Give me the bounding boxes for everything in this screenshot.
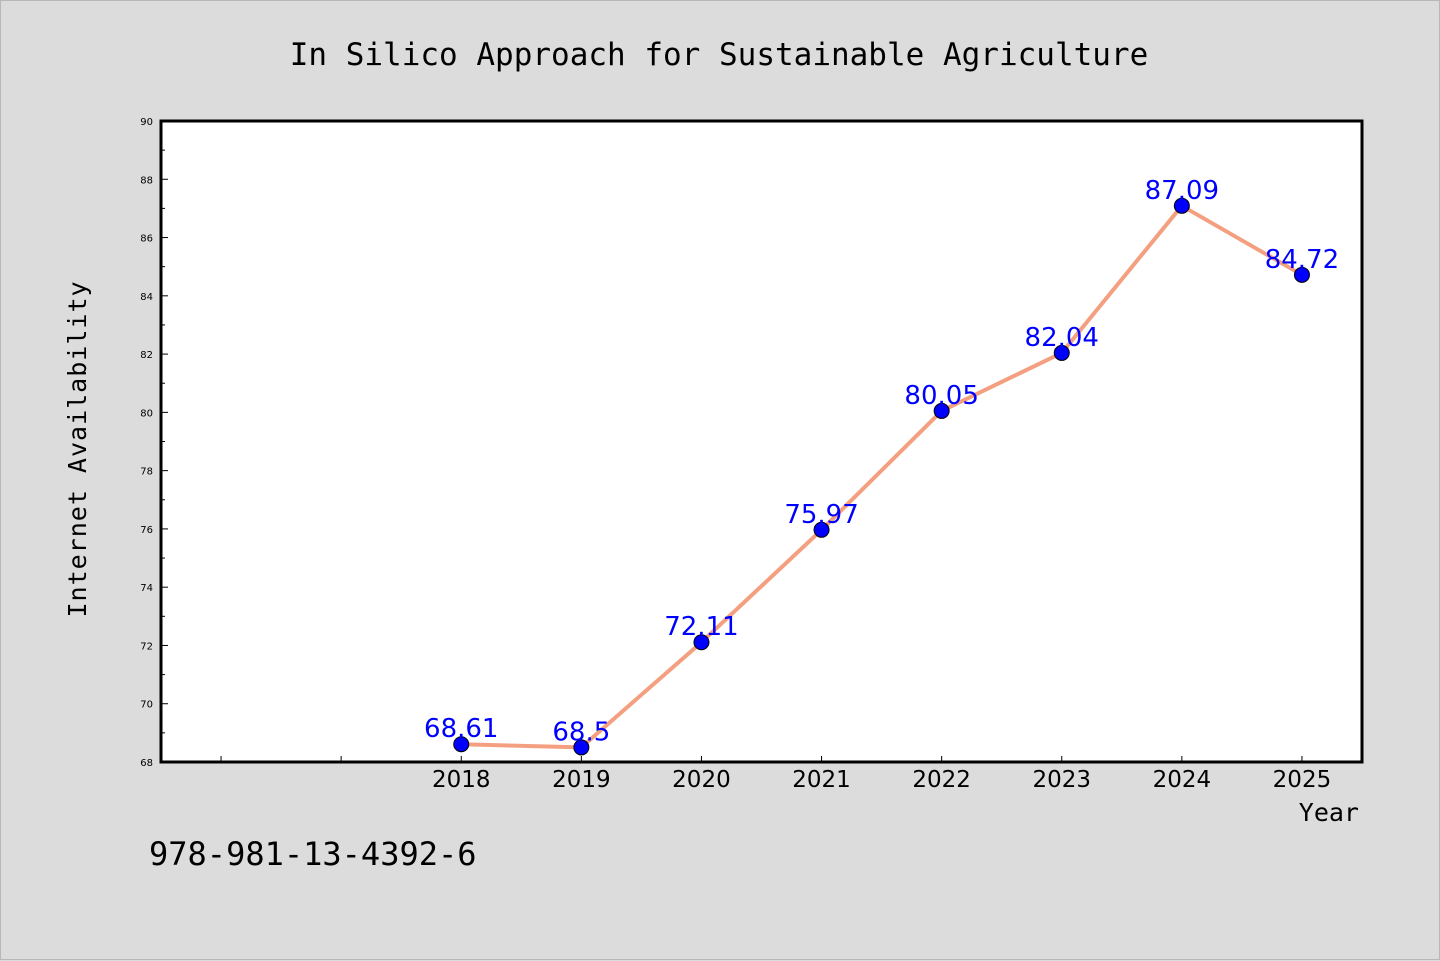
- y-tick-label: 82: [140, 350, 153, 361]
- data-label: 75.97: [784, 500, 858, 530]
- y-tick-label: 72: [140, 641, 153, 652]
- y-tick-label: 90: [140, 117, 153, 128]
- x-tick-label: 2024: [1153, 767, 1212, 793]
- data-point: [1173, 197, 1190, 214]
- data-label: 82.04: [1025, 323, 1099, 353]
- isbn-text: 978-981-13-4392-6: [149, 835, 477, 873]
- data-label: 68.61: [424, 714, 498, 744]
- data-point: [813, 521, 830, 538]
- x-tick-label: 2023: [1032, 767, 1091, 793]
- y-tick-label: 76: [140, 525, 153, 536]
- y-tick-label: 80: [140, 408, 153, 419]
- y-tick-label: 70: [140, 700, 153, 711]
- data-point: [1293, 266, 1310, 283]
- x-tick-label: 2019: [552, 767, 611, 793]
- y-tick-label: 78: [140, 467, 153, 478]
- data-point: [453, 736, 470, 753]
- plot-area: [159, 119, 1364, 764]
- series-line: [461, 203, 1303, 750]
- y-tick-label: 88: [140, 175, 153, 186]
- data-label: 68.5: [552, 717, 610, 747]
- data-label: 87.09: [1145, 176, 1219, 206]
- data-point: [693, 634, 710, 651]
- y-tick-label: 74: [140, 583, 153, 594]
- y-axis-label: Internet Availability: [63, 280, 92, 617]
- x-tick-label: 2022: [912, 767, 971, 793]
- data-label: 72.11: [664, 612, 738, 642]
- x-tick-label: 2018: [432, 767, 491, 793]
- data-label: 80.05: [904, 381, 978, 411]
- y-axis: 68 70 72 74 76 78 80 82 84 86 88 90: [140, 117, 168, 769]
- data-point: [933, 402, 950, 419]
- series-group: [453, 197, 1310, 756]
- x-axis-label: Year: [1299, 798, 1359, 827]
- y-tick-label: 84: [140, 292, 153, 303]
- x-axis: 2018 2019 2020 2021 2022 2023 2024 2025: [220, 756, 1332, 793]
- x-tick-label: 2020: [672, 767, 731, 793]
- data-point: [573, 739, 590, 756]
- chart-title: In Silico Approach for Sustainable Agric…: [290, 37, 1149, 73]
- x-tick-label: 2025: [1273, 767, 1332, 793]
- data-labels: 68.61 68.5 72.11 75.97 80.05 82.04 87.09 84.72: [424, 176, 1339, 748]
- data-label: 84.72: [1265, 245, 1339, 275]
- y-tick-label: 86: [140, 234, 153, 245]
- x-tick-label: 2021: [792, 767, 851, 793]
- data-point: [1053, 344, 1070, 361]
- y-tick-label: 68: [140, 758, 153, 769]
